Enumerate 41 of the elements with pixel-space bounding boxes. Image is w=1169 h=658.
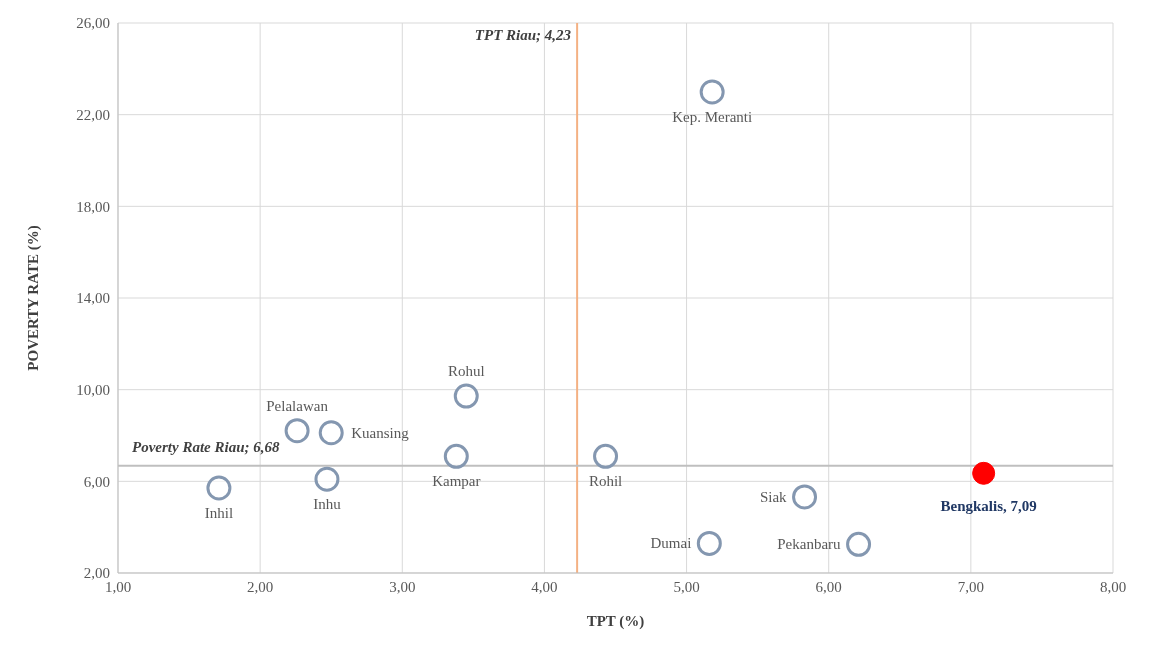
annotation: Rohil	[588, 473, 623, 490]
point	[314, 466, 340, 492]
point	[284, 418, 310, 444]
point	[792, 484, 818, 510]
x-tick-label: 8,00	[1099, 578, 1127, 595]
y-tick-label: 18,00	[76, 198, 110, 215]
ref-line-label: Poverty Rate Riau; 6,68	[132, 438, 280, 455]
x-tick-label: 2,00	[247, 578, 274, 595]
point	[593, 443, 619, 469]
annotation: Kampar	[432, 473, 481, 490]
annotation: Dumai	[650, 535, 692, 552]
ref-line-label: TPT Riau; 4,23	[474, 26, 572, 43]
annotation: Pelalawan	[266, 397, 329, 414]
y-tick-label: 6,00	[83, 473, 110, 490]
x-axis-title: TPT (%)	[586, 613, 645, 630]
x-tick-label: 6,00	[815, 578, 842, 595]
y-axis-title: POVERTY RATE (%)	[25, 225, 43, 371]
x-tick-label: 7,00	[957, 578, 984, 595]
annotation: Bengkalis, 7,09	[940, 498, 1037, 515]
x-tick-label: 4,00	[531, 578, 558, 595]
annotation: Inhu	[313, 496, 342, 513]
x-tick-label: 3,00	[389, 578, 416, 595]
annotation: Pekanbaru	[777, 536, 842, 553]
point	[453, 383, 479, 409]
y-tick-label: 22,00	[76, 106, 110, 123]
y-tick-label: 14,00	[76, 290, 110, 307]
annotation: Rohul	[447, 363, 485, 380]
annotation: Kep. Meranti	[672, 108, 753, 125]
point	[443, 443, 469, 469]
annotation: Siak	[759, 488, 788, 505]
y-tick-label: 26,00	[76, 15, 110, 32]
point	[972, 461, 996, 485]
point	[696, 530, 722, 556]
y-tick-label: 10,00	[76, 381, 110, 398]
x-tick-label: 5,00	[673, 578, 700, 595]
annotation: Inhil	[204, 504, 234, 521]
annotation: Kuansing	[351, 424, 410, 441]
point	[318, 420, 344, 446]
point	[206, 475, 232, 501]
point	[846, 531, 872, 557]
point	[699, 79, 725, 105]
